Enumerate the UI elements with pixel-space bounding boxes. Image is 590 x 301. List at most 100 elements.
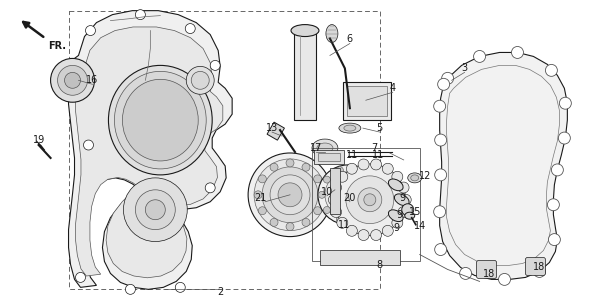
Text: 9: 9: [394, 223, 400, 233]
Bar: [294, 31, 316, 120]
Circle shape: [314, 207, 322, 215]
Circle shape: [334, 164, 406, 236]
Bar: [312, 148, 419, 262]
Circle shape: [337, 217, 348, 228]
Circle shape: [364, 194, 376, 206]
Text: 7: 7: [371, 143, 377, 153]
Polygon shape: [68, 11, 232, 289]
Text: 16: 16: [86, 75, 99, 85]
Text: 18: 18: [483, 269, 496, 279]
Text: 9: 9: [396, 210, 403, 220]
Circle shape: [323, 206, 330, 213]
Text: 18: 18: [533, 262, 546, 272]
Circle shape: [314, 175, 322, 183]
Circle shape: [435, 244, 447, 256]
Ellipse shape: [388, 179, 403, 191]
Text: 20: 20: [344, 193, 356, 203]
Circle shape: [346, 163, 358, 174]
Circle shape: [334, 181, 362, 209]
Circle shape: [552, 164, 563, 176]
Circle shape: [318, 165, 378, 225]
FancyBboxPatch shape: [526, 257, 545, 275]
Circle shape: [548, 199, 559, 211]
Circle shape: [185, 23, 195, 33]
Circle shape: [499, 273, 510, 285]
Circle shape: [270, 175, 310, 215]
Ellipse shape: [312, 139, 338, 157]
Circle shape: [135, 190, 175, 230]
Circle shape: [302, 219, 310, 226]
Circle shape: [330, 206, 342, 218]
Circle shape: [382, 225, 394, 236]
Circle shape: [442, 72, 454, 84]
Circle shape: [258, 207, 266, 215]
Circle shape: [336, 167, 343, 174]
Ellipse shape: [411, 175, 419, 181]
Circle shape: [286, 159, 294, 167]
Circle shape: [402, 204, 414, 216]
Bar: [320, 250, 400, 265]
Circle shape: [126, 284, 135, 294]
Circle shape: [512, 46, 523, 58]
Circle shape: [533, 265, 545, 278]
Text: 12: 12: [418, 171, 431, 181]
Circle shape: [358, 188, 382, 212]
Circle shape: [329, 194, 339, 205]
Circle shape: [400, 194, 411, 205]
Circle shape: [286, 223, 294, 231]
Text: 11: 11: [372, 150, 384, 160]
Ellipse shape: [326, 25, 338, 42]
Circle shape: [302, 163, 310, 171]
Circle shape: [58, 65, 87, 95]
Circle shape: [330, 182, 342, 193]
Bar: [330, 168, 340, 214]
Circle shape: [248, 153, 332, 237]
Circle shape: [346, 176, 394, 224]
Circle shape: [558, 132, 571, 144]
Circle shape: [323, 176, 330, 183]
Circle shape: [254, 159, 326, 231]
Circle shape: [123, 178, 187, 242]
Text: 17: 17: [310, 143, 322, 153]
Ellipse shape: [394, 194, 409, 206]
Circle shape: [86, 26, 96, 36]
Circle shape: [175, 282, 185, 292]
Circle shape: [76, 272, 86, 282]
FancyBboxPatch shape: [477, 260, 497, 278]
Circle shape: [325, 172, 371, 218]
Circle shape: [337, 171, 348, 182]
Text: 21: 21: [254, 193, 266, 203]
Text: FR.: FR.: [48, 41, 67, 51]
Circle shape: [559, 97, 571, 109]
Circle shape: [346, 225, 358, 236]
Circle shape: [262, 167, 318, 223]
Circle shape: [84, 140, 93, 150]
Circle shape: [358, 230, 369, 240]
Circle shape: [205, 183, 215, 193]
Circle shape: [210, 61, 220, 70]
Polygon shape: [440, 52, 568, 279]
Bar: [68, 11, 380, 289]
Text: 9: 9: [399, 193, 406, 203]
Circle shape: [398, 206, 409, 218]
Circle shape: [371, 159, 382, 170]
Bar: [314, 150, 344, 164]
Ellipse shape: [186, 67, 214, 94]
Text: 2: 2: [217, 287, 223, 297]
Circle shape: [352, 167, 359, 174]
Circle shape: [434, 206, 445, 218]
Circle shape: [371, 230, 382, 240]
Text: 6: 6: [347, 33, 353, 44]
Text: 11: 11: [337, 220, 350, 230]
Ellipse shape: [109, 65, 212, 175]
Circle shape: [382, 163, 394, 174]
Circle shape: [258, 175, 266, 183]
Bar: [343, 82, 391, 120]
Circle shape: [358, 159, 369, 170]
Bar: [318, 153, 340, 161]
Ellipse shape: [191, 71, 209, 89]
Circle shape: [460, 268, 471, 279]
Circle shape: [474, 51, 486, 62]
Text: 8: 8: [377, 260, 383, 271]
Text: 14: 14: [414, 221, 426, 231]
